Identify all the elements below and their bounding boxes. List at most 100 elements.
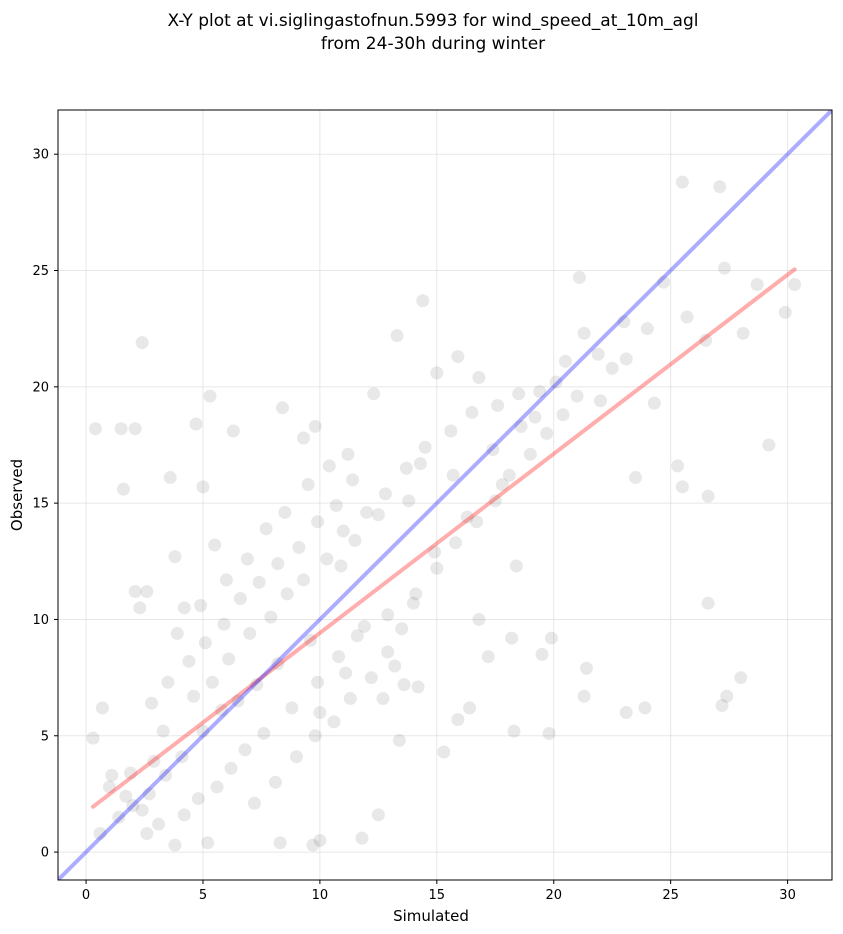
data-point — [334, 559, 348, 573]
plot-frame — [57, 109, 833, 881]
data-point — [271, 557, 285, 571]
data-point — [329, 498, 343, 512]
data-point — [371, 808, 385, 822]
data-point — [392, 733, 406, 747]
x-axis: 0 5 10 15 20 25 30 — [82, 880, 796, 903]
data-point — [446, 468, 460, 482]
data-point — [376, 692, 390, 706]
data-point — [675, 480, 689, 494]
data-point — [778, 305, 792, 319]
data-point — [105, 768, 119, 782]
x-axis-label: Simulated — [393, 907, 469, 925]
data-point — [418, 440, 432, 454]
data-point — [161, 675, 175, 689]
data-point — [558, 354, 572, 368]
data-point — [605, 361, 619, 375]
data-point — [163, 471, 177, 485]
data-point — [142, 787, 156, 801]
data-point — [395, 622, 409, 636]
data-point — [126, 799, 140, 813]
data-point — [168, 550, 182, 564]
data-point — [502, 468, 516, 482]
data-point — [364, 671, 378, 685]
data-point — [226, 424, 240, 438]
data-point — [399, 461, 413, 475]
data-point — [460, 510, 474, 524]
data-point — [187, 689, 201, 703]
data-point — [222, 652, 236, 666]
data-point — [224, 761, 238, 775]
data-point — [280, 587, 294, 601]
data-point — [556, 408, 570, 422]
data-point — [290, 750, 304, 764]
data-point — [533, 384, 547, 398]
data-point — [699, 333, 713, 347]
data-point — [463, 701, 477, 715]
data-point — [278, 505, 292, 519]
data-point — [360, 505, 374, 519]
data-point — [264, 610, 278, 624]
data-point — [268, 775, 282, 789]
data-point — [713, 180, 727, 194]
data-point — [292, 540, 306, 554]
data-point — [275, 401, 289, 415]
data-point — [198, 636, 212, 650]
data-point — [486, 443, 500, 457]
y-tick-label: 10 — [32, 613, 49, 628]
data-point — [427, 545, 441, 559]
x-tick-label: 30 — [779, 888, 796, 903]
chart-title-line-2: from 24-30h during winter — [321, 34, 545, 54]
data-point — [285, 701, 299, 715]
x-tick-label: 15 — [429, 888, 446, 903]
data-point — [322, 459, 336, 473]
data-point — [544, 631, 558, 645]
data-point — [397, 678, 411, 692]
data-point — [114, 422, 128, 436]
data-point — [619, 352, 633, 366]
data-point — [357, 619, 371, 633]
data-point — [297, 431, 311, 445]
data-point — [491, 398, 505, 412]
data-point — [451, 712, 465, 726]
data-point — [594, 394, 608, 408]
data-point — [647, 396, 661, 410]
data-point — [182, 654, 196, 668]
data-point — [112, 810, 126, 824]
data-point — [579, 661, 593, 675]
data-point — [523, 447, 537, 461]
data-point — [140, 585, 154, 599]
data-point — [215, 703, 229, 717]
data-point — [189, 417, 203, 431]
data-point — [133, 601, 147, 615]
scatter-points — [86, 175, 802, 852]
data-point — [271, 657, 285, 671]
data-point — [123, 766, 137, 780]
data-point — [720, 689, 734, 703]
data-point — [514, 419, 528, 433]
y-tick-label: 25 — [32, 264, 49, 279]
data-point — [495, 478, 509, 492]
data-point — [147, 754, 161, 768]
data-point — [481, 650, 495, 664]
data-point — [341, 447, 355, 461]
x-tick-label: 10 — [312, 888, 329, 903]
data-point — [170, 626, 184, 640]
data-point — [135, 803, 149, 817]
data-point — [231, 694, 245, 708]
data-point — [348, 533, 362, 547]
data-point — [388, 659, 402, 673]
data-point — [572, 270, 586, 284]
data-point — [273, 836, 287, 850]
data-point — [201, 836, 215, 850]
data-point — [177, 601, 191, 615]
data-point — [750, 277, 764, 291]
identity-line-blue — [58, 110, 832, 880]
data-point — [86, 731, 100, 745]
data-point — [472, 612, 486, 626]
data-point — [411, 680, 425, 694]
data-point — [240, 552, 254, 566]
y-tick-label: 20 — [32, 380, 49, 395]
data-point — [313, 706, 327, 720]
data-point — [217, 617, 231, 631]
